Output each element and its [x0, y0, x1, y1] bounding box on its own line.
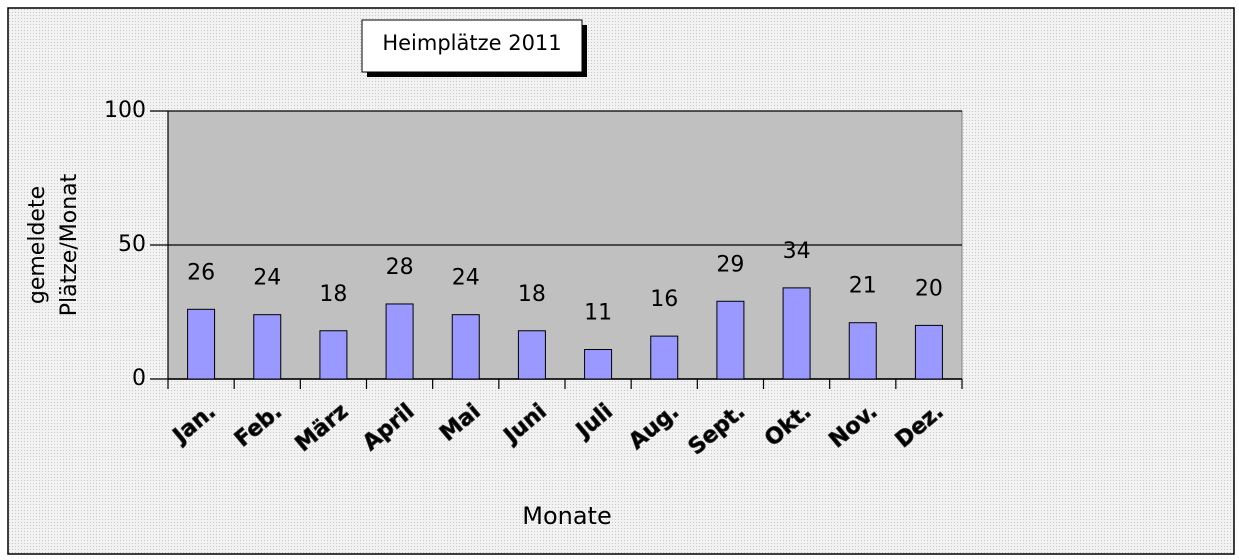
bar	[914, 324, 943, 380]
bar	[650, 335, 679, 380]
value-label: 21	[849, 274, 877, 299]
bar	[716, 300, 745, 380]
bar	[782, 287, 811, 380]
value-label: 28	[386, 255, 414, 280]
y-tick-label: 100	[104, 98, 146, 123]
y-axis-label: Plätze/Monat	[57, 173, 82, 316]
value-label: 34	[783, 239, 811, 264]
value-label: 24	[452, 266, 480, 291]
value-label: 18	[518, 282, 546, 307]
y-tick-label: 50	[118, 232, 146, 257]
bar	[848, 322, 877, 380]
value-label: 11	[584, 301, 612, 326]
bar	[319, 330, 348, 380]
bar	[451, 314, 480, 380]
value-label: 18	[319, 282, 347, 307]
title-box	[361, 19, 583, 73]
y-tick-label: 0	[132, 366, 146, 391]
chart-title: Heimplätze 2011	[382, 31, 561, 55]
y-axis-label: gemeldete	[25, 186, 50, 304]
bar	[253, 314, 282, 380]
bar	[584, 349, 613, 380]
bar	[385, 303, 414, 380]
value-label: 16	[650, 287, 678, 312]
bar	[517, 330, 546, 380]
value-label: 20	[915, 276, 943, 301]
value-label: 29	[716, 252, 744, 277]
bar	[187, 308, 216, 380]
value-label: 26	[187, 260, 215, 285]
value-label: 24	[253, 266, 281, 291]
x-axis-label: Monate	[522, 502, 611, 530]
